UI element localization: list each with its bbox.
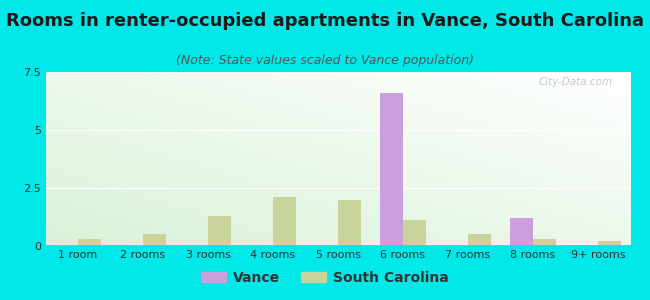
- Bar: [468, 234, 491, 246]
- Bar: [533, 239, 556, 246]
- Text: Rooms in renter-occupied apartments in Vance, South Carolina: Rooms in renter-occupied apartments in V…: [6, 12, 644, 30]
- Text: City-Data.com: City-Data.com: [539, 77, 613, 87]
- Bar: [510, 218, 533, 246]
- Text: (Note: State values scaled to Vance population): (Note: State values scaled to Vance popu…: [176, 54, 474, 67]
- Bar: [208, 216, 231, 246]
- Bar: [380, 93, 403, 246]
- Legend: Vance, South Carolina: Vance, South Carolina: [196, 265, 454, 290]
- Bar: [403, 220, 426, 246]
- Bar: [598, 242, 621, 246]
- Bar: [143, 234, 166, 246]
- Bar: [78, 239, 101, 246]
- Bar: [273, 197, 296, 246]
- Bar: [338, 200, 361, 246]
